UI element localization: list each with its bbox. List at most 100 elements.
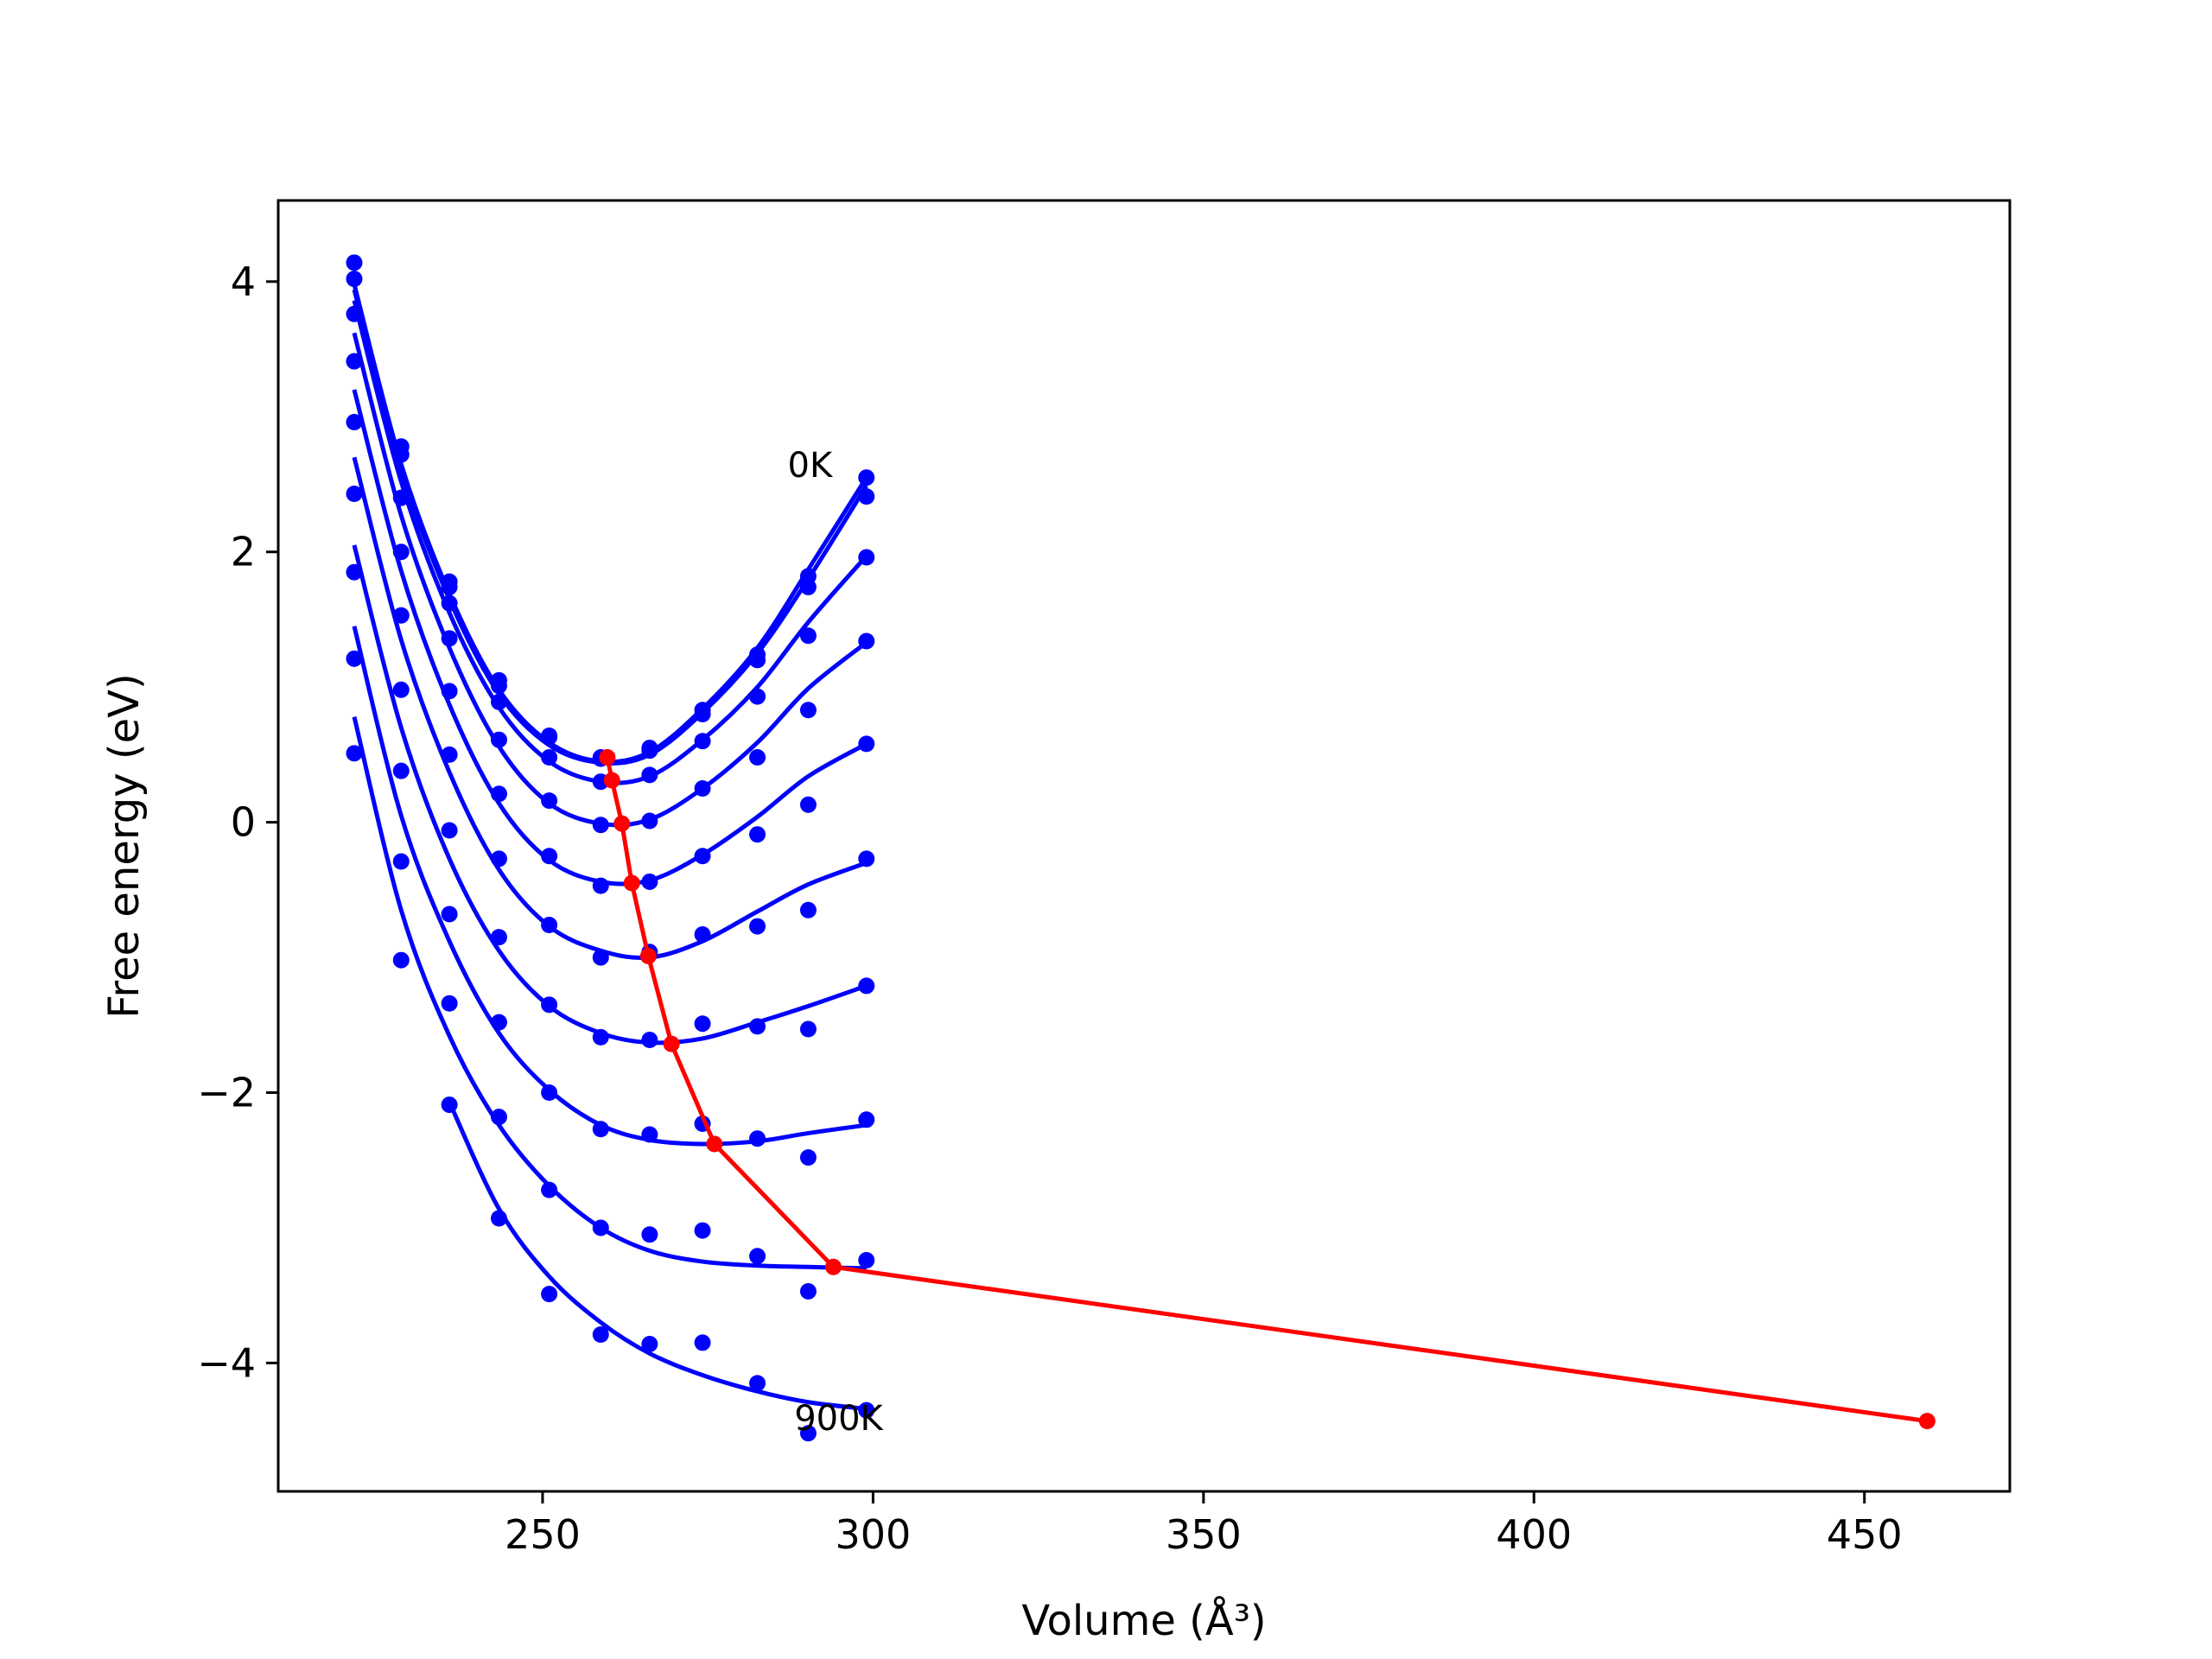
data-point — [592, 877, 609, 894]
data-point — [441, 995, 458, 1012]
data-point — [799, 702, 817, 719]
data-point — [858, 1402, 875, 1419]
data-point — [799, 1425, 817, 1442]
data-point — [641, 873, 658, 890]
axes: 250 300 350 400 450 4 2 0 −2 −4 — [197, 258, 1902, 1558]
data-point — [641, 742, 658, 760]
data-point — [541, 848, 558, 865]
data-point — [490, 1210, 507, 1227]
data-point — [694, 1222, 711, 1239]
data-point — [392, 489, 410, 506]
data-point — [392, 853, 410, 870]
minimum-point — [623, 874, 640, 892]
data-point — [592, 1121, 609, 1138]
data-point — [490, 677, 507, 695]
data-point — [346, 485, 363, 502]
data-point — [694, 848, 711, 865]
data-point — [694, 733, 711, 750]
data-point — [441, 822, 458, 839]
data-point — [592, 817, 609, 834]
data-point — [799, 901, 817, 918]
data-point — [858, 632, 875, 650]
data-point — [541, 792, 558, 810]
x-axis-label: Volume (Å³) — [1021, 1596, 1266, 1645]
data-point — [749, 918, 766, 935]
data-point — [749, 652, 766, 669]
data-point — [592, 1326, 609, 1344]
fit-curve-0 — [352, 283, 868, 765]
fit-curve-2 — [352, 300, 868, 785]
x-tick-label: 400 — [1496, 1511, 1572, 1558]
data-point — [641, 766, 658, 784]
minimum-point — [613, 815, 631, 832]
x-tick-label: 300 — [835, 1511, 911, 1558]
data-point — [858, 469, 875, 486]
data-point — [858, 850, 875, 868]
data-point — [749, 1130, 766, 1147]
data-point — [490, 785, 507, 803]
fit-curve-8 — [352, 716, 867, 1271]
data-point — [441, 1096, 458, 1114]
minimum-point — [706, 1135, 723, 1153]
data-point — [392, 762, 410, 779]
data-point — [541, 749, 558, 766]
data-point — [392, 681, 410, 698]
data-point — [641, 1031, 658, 1048]
annotation-900k: 900K — [794, 1399, 884, 1439]
data-point — [346, 254, 363, 271]
x-tick-label: 250 — [505, 1511, 581, 1558]
data-point — [694, 705, 711, 722]
minimum-point — [825, 1258, 842, 1275]
data-point — [799, 796, 817, 813]
y-tick-label: −4 — [197, 1339, 256, 1386]
data-point — [490, 731, 507, 748]
data-point — [592, 1219, 609, 1236]
data-point — [392, 607, 410, 624]
data-point — [346, 353, 363, 370]
data-point — [490, 693, 507, 710]
minimum-path — [599, 749, 1936, 1430]
data-point — [694, 1015, 711, 1033]
data-point — [749, 826, 766, 843]
minimum-path-line — [605, 757, 1928, 1424]
data-point — [541, 996, 558, 1014]
data-point — [441, 594, 458, 612]
data-point — [749, 1248, 766, 1265]
data-point — [490, 929, 507, 946]
data-point — [694, 780, 711, 798]
fit-curve-1 — [352, 289, 868, 766]
y-tick-label: 4 — [231, 258, 256, 305]
data-point — [749, 749, 766, 766]
y-tick-label: 0 — [231, 799, 256, 846]
data-point — [799, 1020, 817, 1038]
data-point — [392, 951, 410, 969]
plot-area — [276, 199, 2012, 1493]
data-point — [441, 906, 458, 923]
data-point — [441, 578, 458, 595]
data-point — [749, 1018, 766, 1035]
data-point — [346, 270, 363, 288]
data-point — [490, 850, 507, 868]
data-point — [392, 543, 410, 561]
minimum-point — [603, 772, 620, 789]
y-tick-label: 2 — [231, 529, 256, 575]
data-point — [392, 446, 410, 463]
minimum-point — [639, 947, 657, 964]
data-point — [592, 1028, 609, 1046]
data-point — [346, 650, 363, 667]
data-point — [799, 578, 817, 595]
data-point — [346, 414, 363, 431]
minimum-point — [663, 1035, 680, 1052]
data-point — [346, 305, 363, 322]
y-axis-label: Free energy (eV) — [100, 673, 149, 1018]
annotation-0k: 0K — [788, 446, 834, 486]
minimum-point — [1918, 1413, 1936, 1430]
data-point — [858, 1251, 875, 1268]
data-point — [858, 735, 875, 753]
data-point — [346, 563, 363, 581]
data-point — [799, 1149, 817, 1166]
data-point — [694, 1334, 711, 1351]
data-point — [749, 1375, 766, 1392]
data-point — [541, 917, 558, 934]
